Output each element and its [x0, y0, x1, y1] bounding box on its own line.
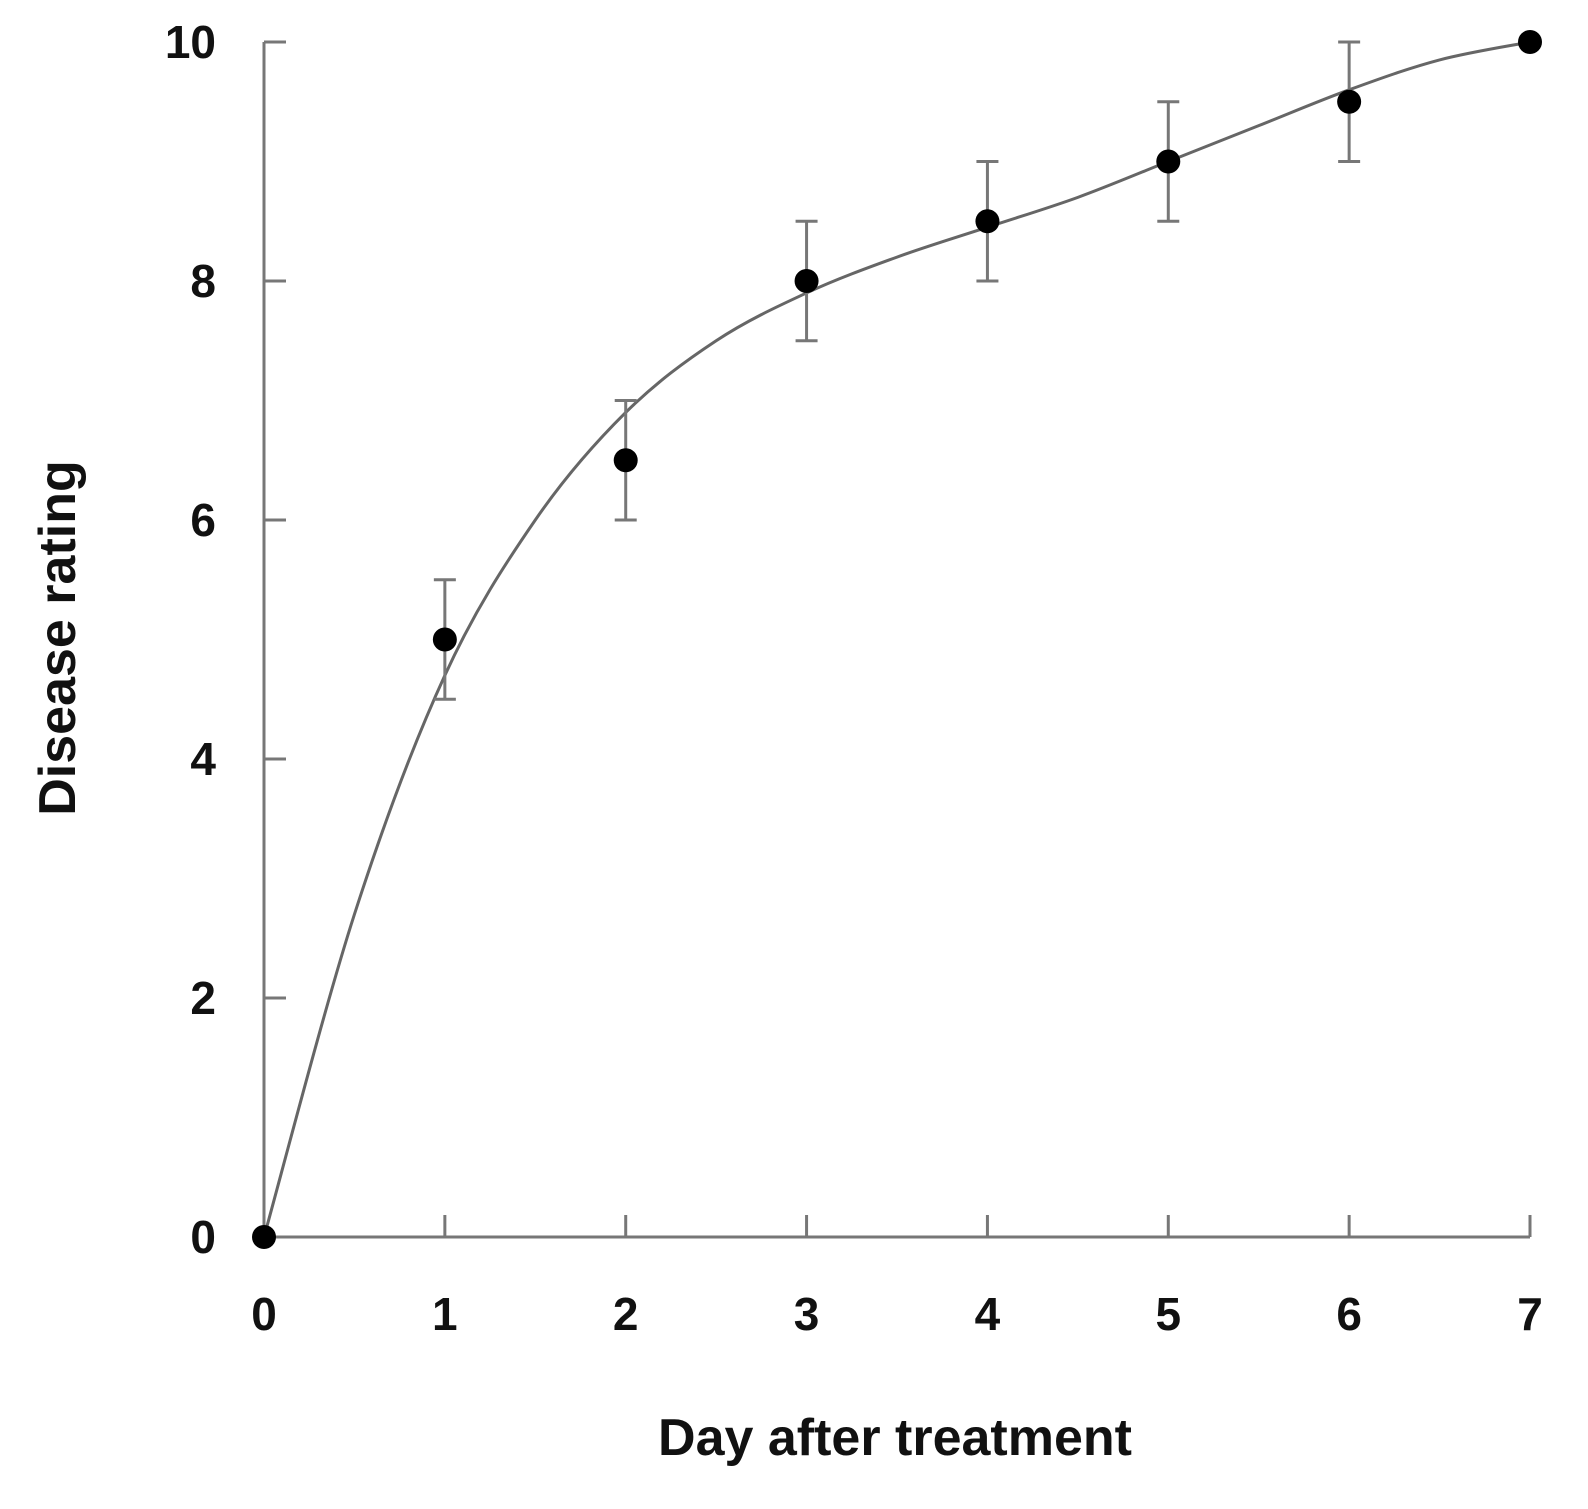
data-point: [1156, 149, 1181, 174]
axes: [262, 42, 1530, 1239]
data-point: [794, 269, 819, 293]
data-point: [975, 209, 1000, 234]
data-points: [252, 30, 1542, 1249]
y-tick-label: 6: [190, 494, 216, 546]
data-point: [1337, 89, 1362, 114]
y-tick-label: 8: [190, 255, 216, 307]
x-tick-label: 2: [613, 1288, 639, 1340]
x-tick-label: 6: [1336, 1288, 1362, 1340]
data-point: [1518, 30, 1542, 54]
data-point: [432, 627, 457, 652]
x-tick-label: 0: [251, 1288, 277, 1340]
y-tick-label: 4: [190, 733, 216, 785]
y-tick-label: 10: [165, 16, 216, 68]
x-axis-title: Day after treatment: [658, 1409, 1132, 1467]
x-tick-label: 3: [794, 1288, 820, 1340]
data-point: [252, 1225, 276, 1249]
x-ticks: 0 1 2 3 4 5 6 7: [251, 1215, 1543, 1340]
x-tick-label: 4: [975, 1288, 1001, 1340]
x-tick-label: 5: [1155, 1288, 1181, 1340]
y-tick-label: 2: [190, 972, 216, 1024]
y-tick-label: 0: [190, 1211, 216, 1263]
y-ticks: 0 2 4 6 8 10: [165, 16, 286, 1263]
x-tick-label: 1: [432, 1288, 458, 1340]
y-axis-title: Disease rating: [29, 460, 87, 816]
data-point: [613, 448, 638, 473]
x-tick-label: 7: [1517, 1288, 1543, 1340]
